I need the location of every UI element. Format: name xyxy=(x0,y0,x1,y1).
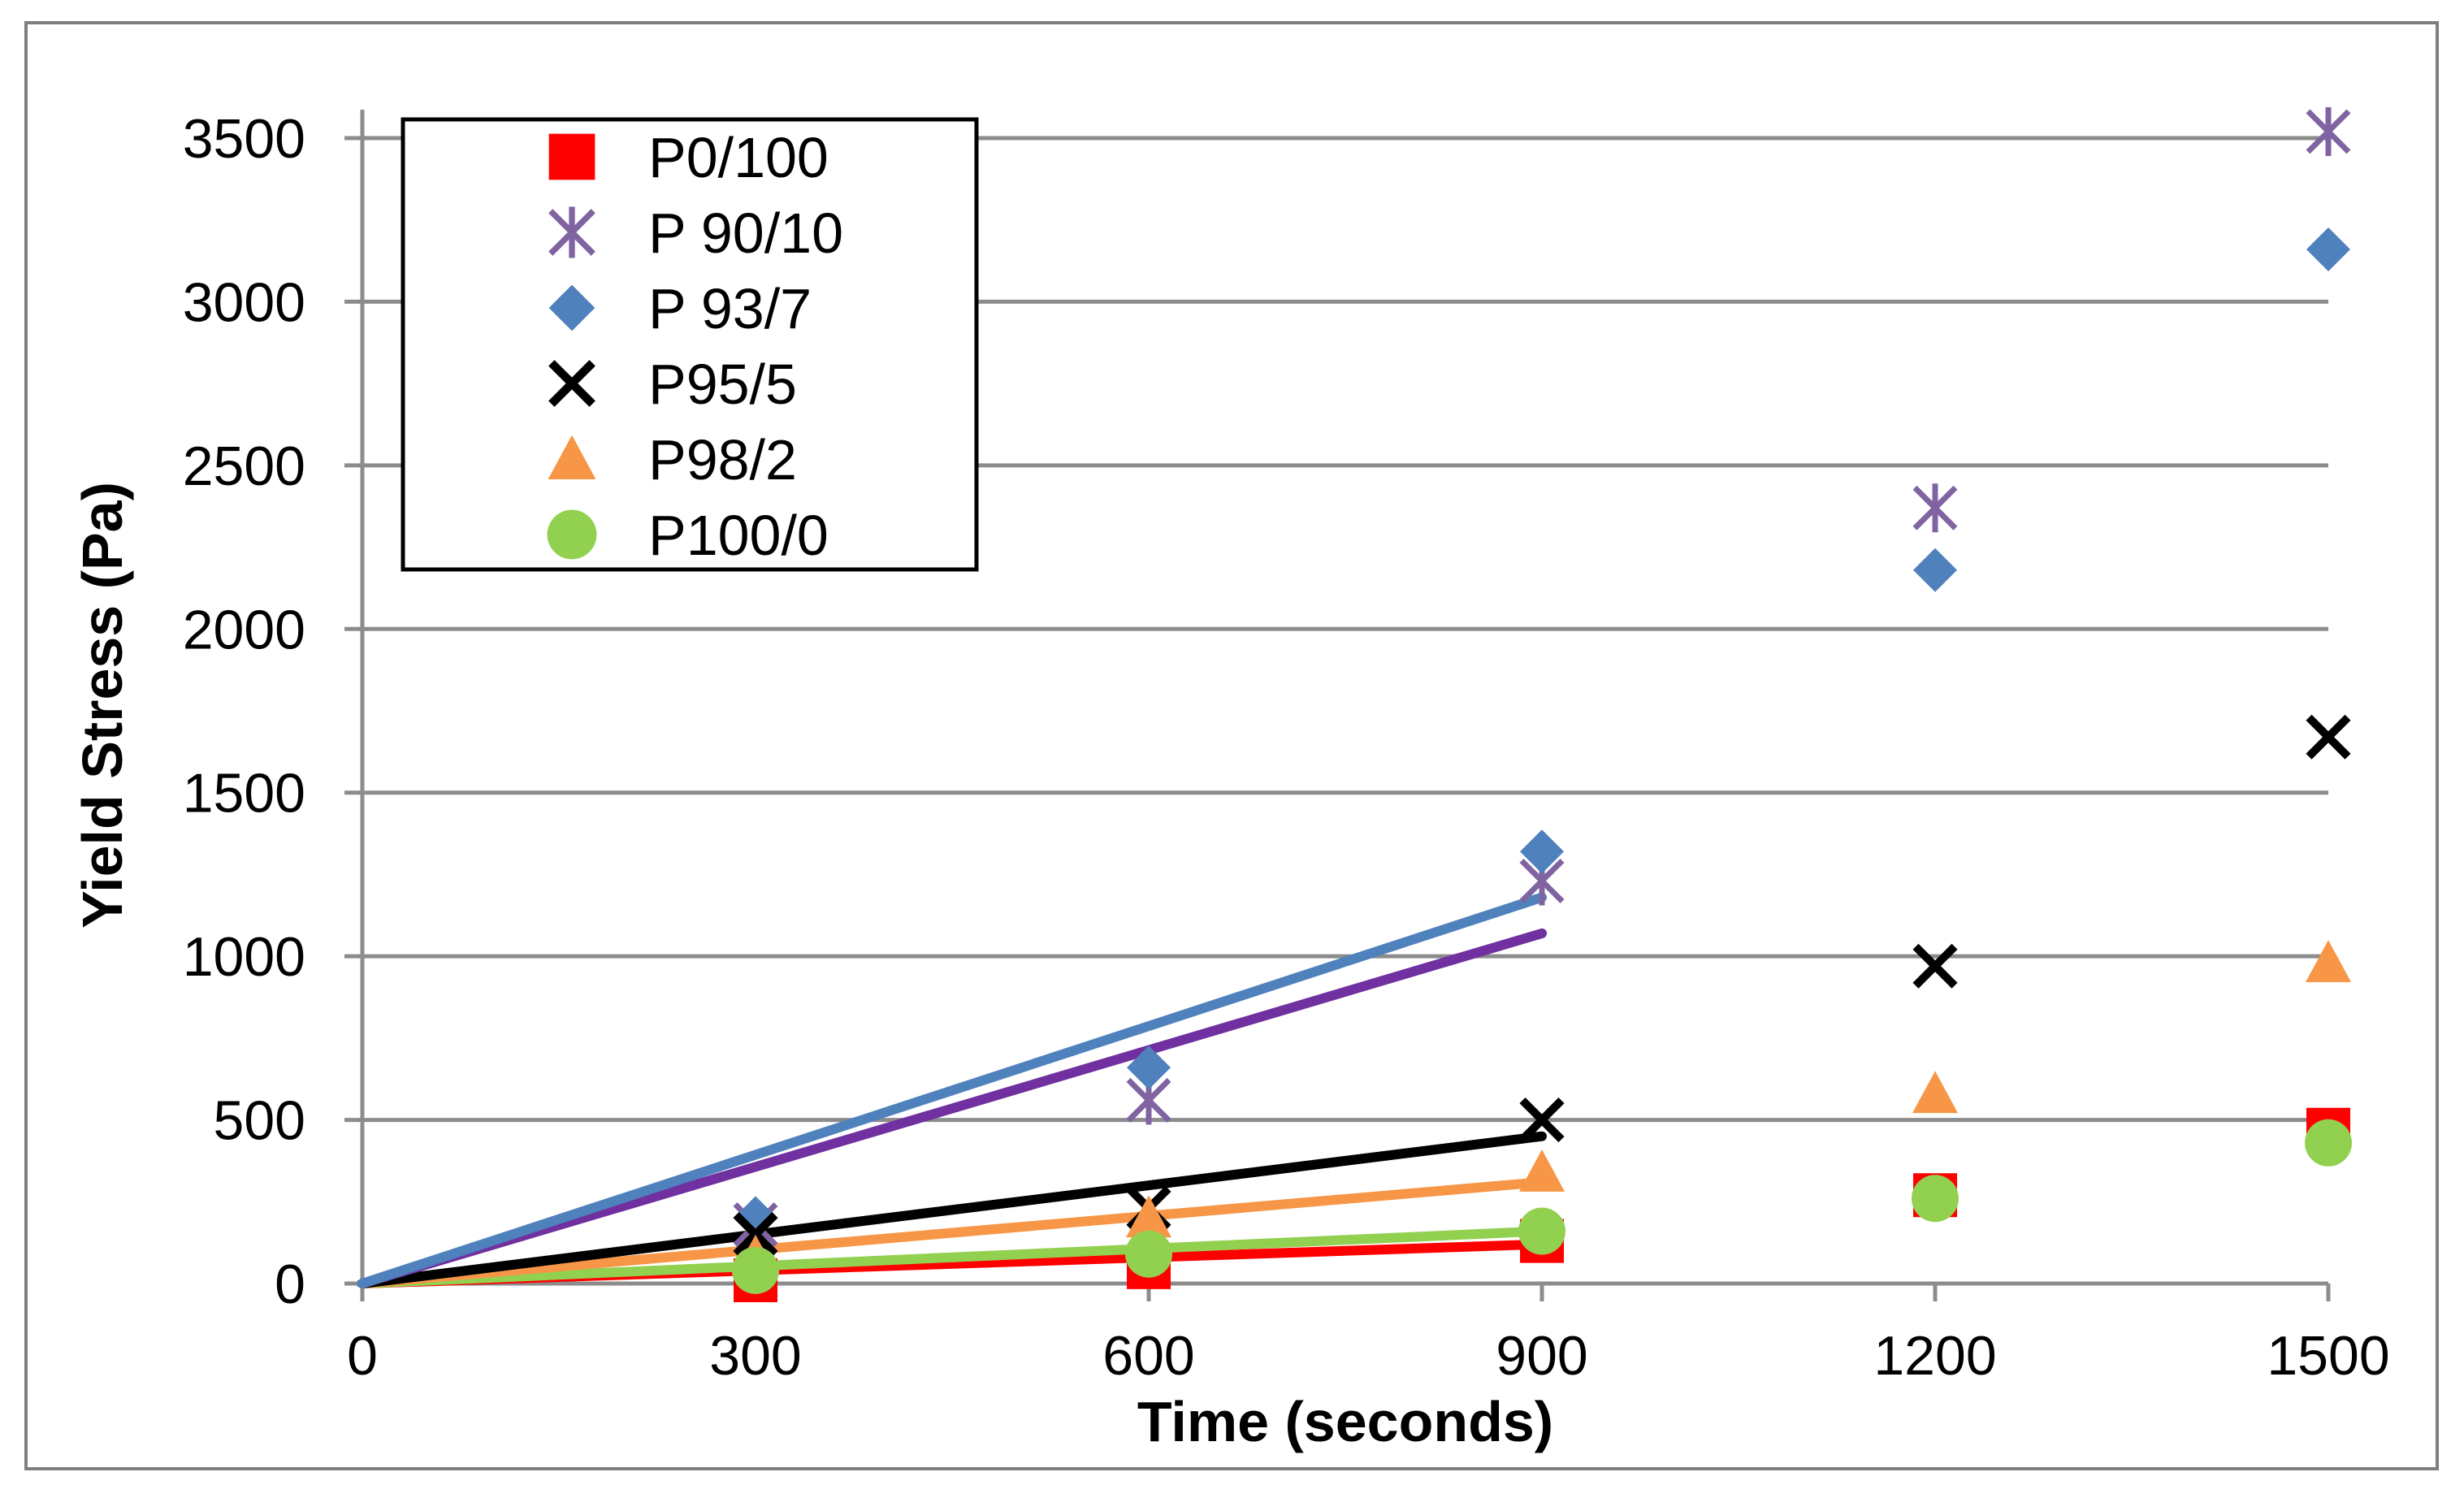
marker-p9010-1500 xyxy=(2306,106,2351,156)
data-markers xyxy=(732,106,2352,1302)
marker-p1000-600 xyxy=(1125,1230,1172,1278)
legend-box xyxy=(401,117,979,572)
y-tick-label-3000: 3000 xyxy=(183,271,305,333)
legend: P0/100 P 90/10 P 93/7 P95/5 P98/2 P100/0 xyxy=(401,117,979,572)
legend-label-p0100: P0/100 xyxy=(648,126,829,189)
marker-p955-300 xyxy=(733,1212,778,1258)
y-tick-label-3500: 3500 xyxy=(183,108,305,170)
marker-p937-600 xyxy=(1127,1046,1171,1090)
y-tick-label-2500: 2500 xyxy=(183,435,305,497)
marker-p955-1200 xyxy=(1912,943,1958,989)
marker-p937-900 xyxy=(1520,829,1564,874)
tick-labels: 0 500 1000 1500 2000 2500 3000 3500 0 300 600 900 12… xyxy=(183,108,2390,1387)
marker-p982-600 xyxy=(1126,1195,1171,1238)
y-tick-label-0: 0 xyxy=(275,1253,305,1315)
legend-marker-p0100 xyxy=(548,133,595,180)
legend-label-p982: P98/2 xyxy=(648,428,797,491)
x-tick-label-600: 600 xyxy=(1102,1325,1194,1387)
legend-label-p9010: P 90/10 xyxy=(648,201,843,265)
legend-marker-p1000 xyxy=(547,509,597,560)
marker-p955-1500 xyxy=(2306,714,2351,760)
x-tick-label-1500: 1500 xyxy=(2267,1325,2389,1387)
x-tick-label-1200: 1200 xyxy=(1873,1325,1996,1387)
legend-marker-p937 xyxy=(548,284,595,331)
marker-p9010-1200 xyxy=(1912,483,1958,533)
y-tick-label-1500: 1500 xyxy=(183,763,305,825)
y-tick-label-1000: 1000 xyxy=(183,926,305,988)
trendline-p937 xyxy=(357,892,1547,1288)
legend-items: P0/100 P 90/10 P 93/7 P95/5 P98/2 P100/0 xyxy=(547,126,843,567)
marker-p937-1500 xyxy=(2306,227,2350,271)
marker-p1000-900 xyxy=(1518,1207,1565,1255)
y-tick-label-500: 500 xyxy=(214,1090,305,1152)
legend-marker-p982 xyxy=(548,435,596,479)
trendline-p9010 xyxy=(357,928,1547,1288)
y-axis-title: Yield Stress (Pa) xyxy=(71,482,134,929)
marker-p982-1200 xyxy=(1912,1071,1958,1114)
trendlines xyxy=(357,892,1547,1288)
legend-marker-p9010 xyxy=(548,206,595,258)
x-tick-label-0: 0 xyxy=(347,1325,378,1387)
marker-p1000-300 xyxy=(732,1246,779,1294)
marker-p1000-1500 xyxy=(2305,1119,2352,1167)
legend-label-p937: P 93/7 xyxy=(648,277,812,340)
trendline-p955 xyxy=(357,1131,1547,1288)
trendline-p1000 xyxy=(357,1226,1547,1288)
marker-p955-900 xyxy=(1519,1098,1565,1143)
legend-label-p1000: P100/0 xyxy=(648,504,829,567)
legend-label-p955: P95/5 xyxy=(648,353,797,416)
marker-p982-1500 xyxy=(2306,940,2351,982)
marker-p937-1200 xyxy=(1913,548,1957,592)
legend-marker-p955 xyxy=(548,360,595,407)
trendline-p982 xyxy=(357,1177,1547,1288)
y-tick-label-2000: 2000 xyxy=(183,599,305,660)
x-axis-title: Time (seconds) xyxy=(1137,1390,1553,1453)
marker-p982-900 xyxy=(1519,1149,1565,1192)
marker-p1000-1200 xyxy=(1912,1175,1959,1223)
x-tick-label-300: 300 xyxy=(709,1325,801,1387)
x-tick-label-900: 900 xyxy=(1496,1325,1587,1387)
